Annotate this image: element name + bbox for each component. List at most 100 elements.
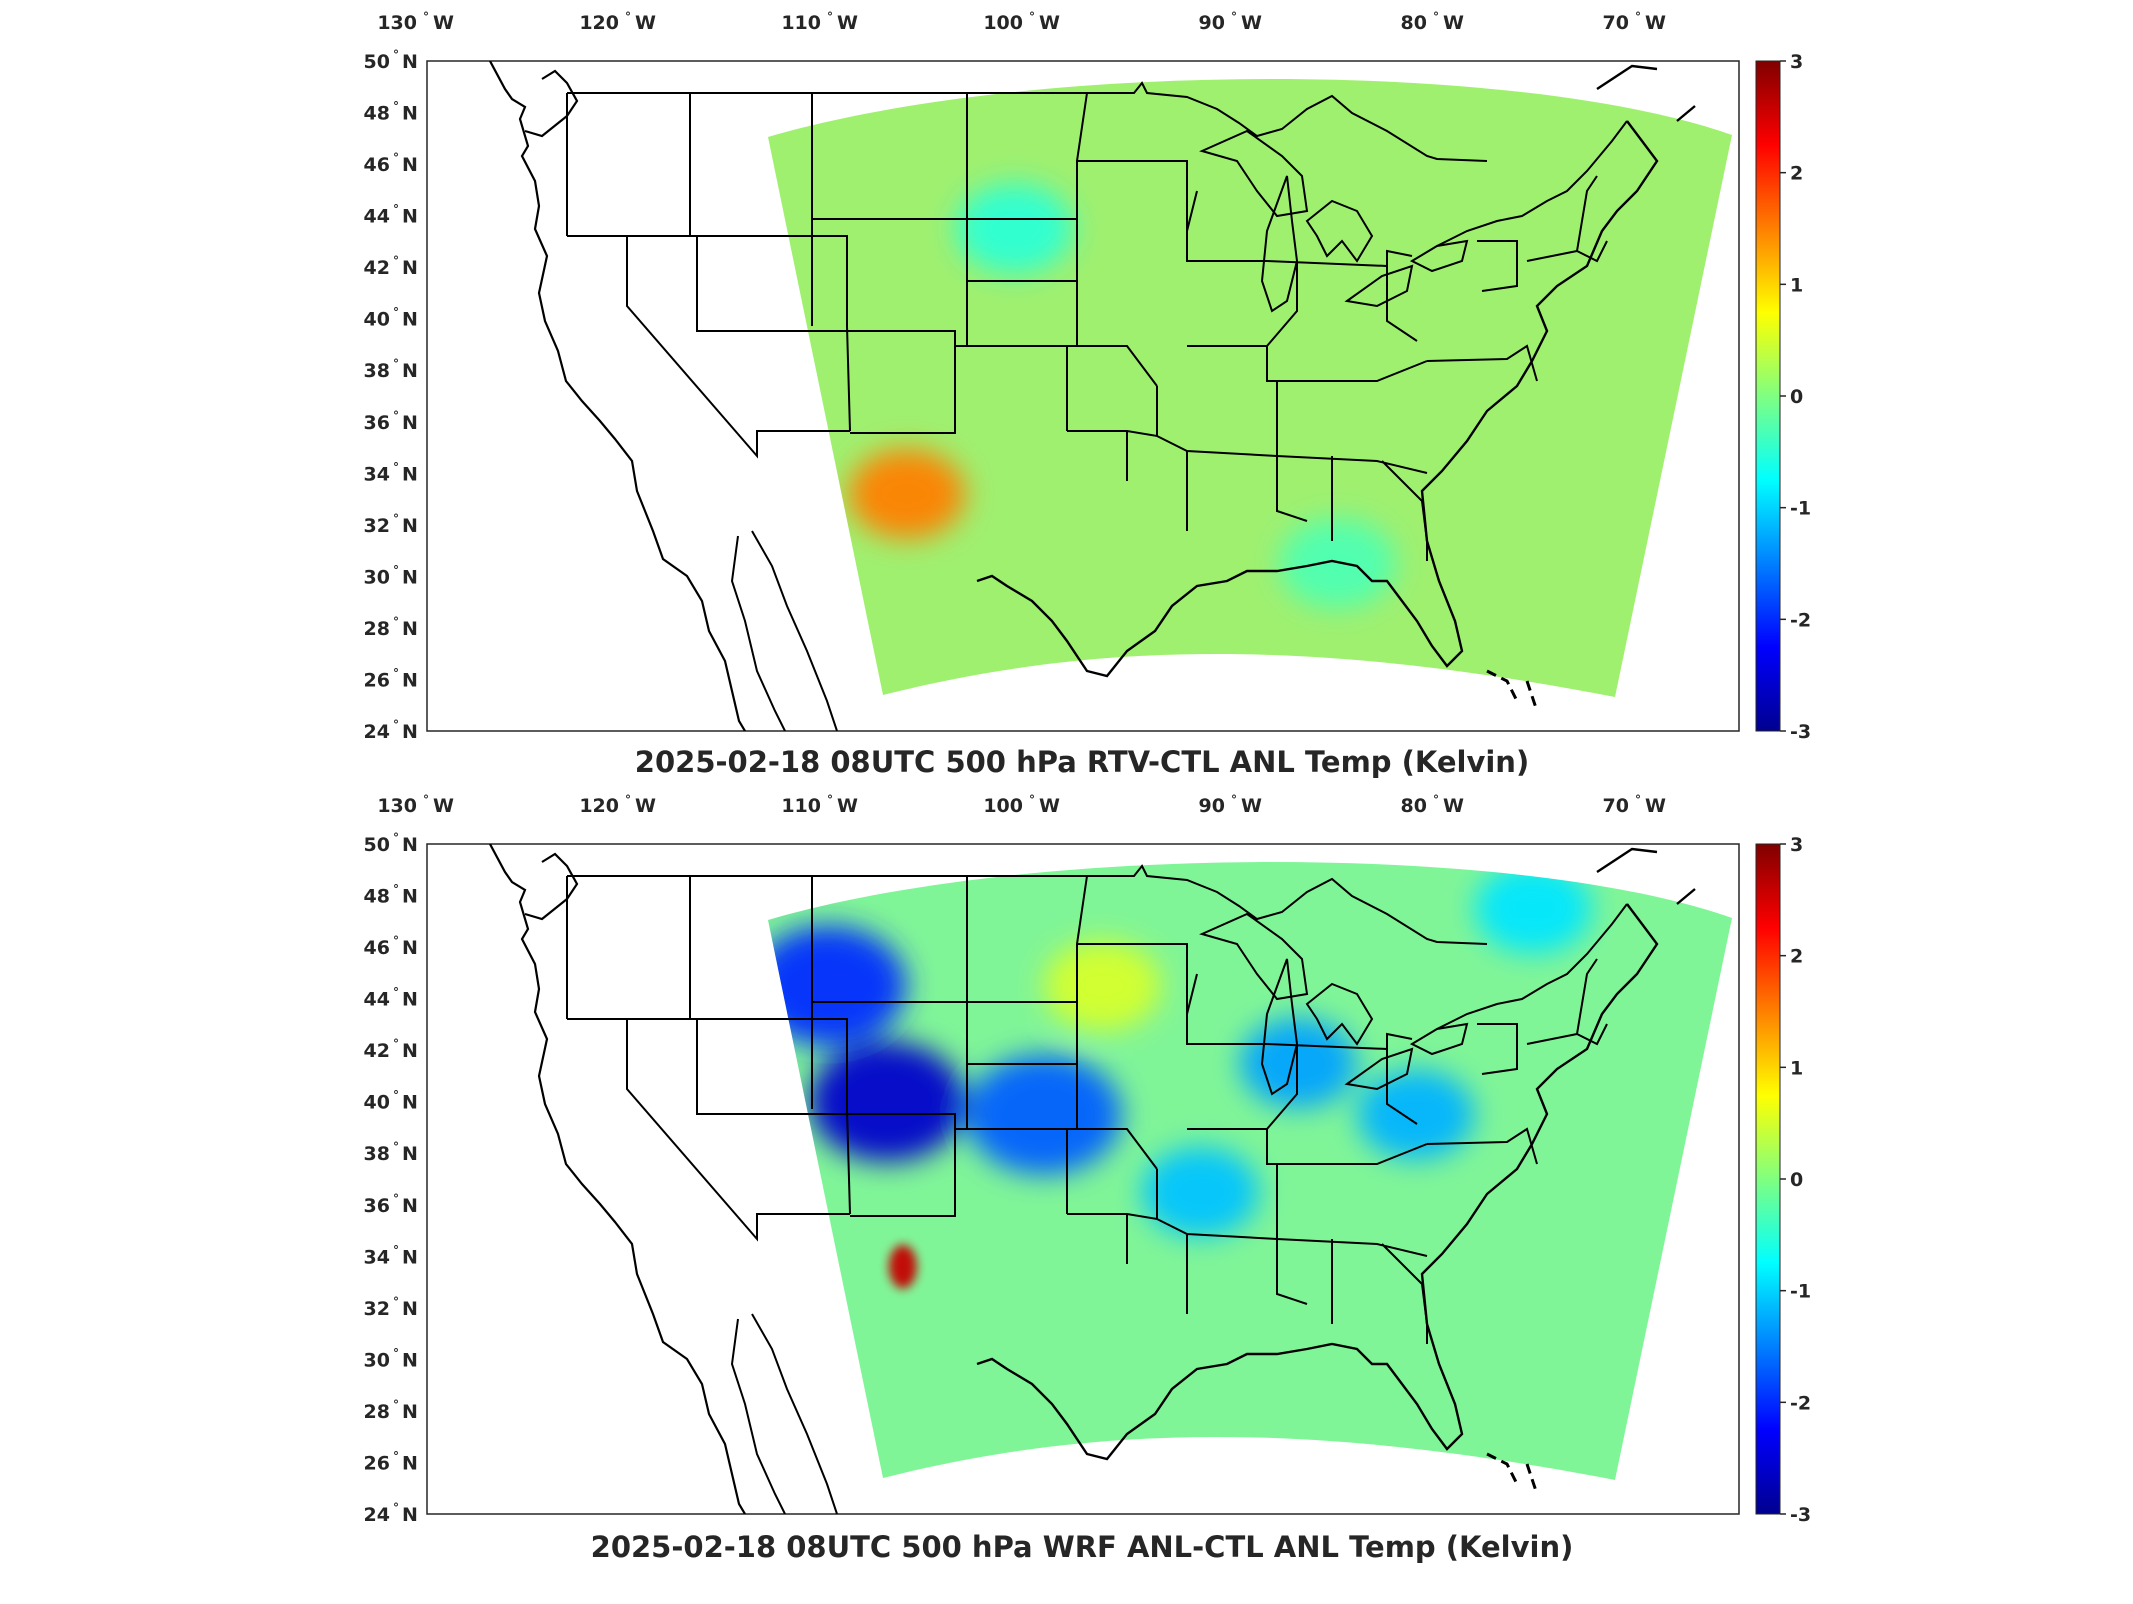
svg-text:°: ° — [1029, 793, 1035, 807]
lon-tick-label: 70 ° W — [1603, 793, 1666, 817]
lat-tick-label: 38 ° N — [364, 357, 418, 382]
cold-anomaly — [965, 1054, 1122, 1175]
svg-text:130: 130 — [377, 795, 417, 817]
map-panel-top: 130 ° W 120 ° W 110 ° W 100 ° W 90 ° W 80 ° W 70 ° W 50 ° N48 °… — [364, 10, 1812, 779]
svg-text:N: N — [402, 1401, 418, 1423]
lat-tick-label: 38 ° N — [364, 1140, 418, 1165]
svg-text:N: N — [402, 463, 418, 485]
svg-text:N: N — [402, 1040, 418, 1062]
colorbar-tick-label: 2 — [1790, 163, 1803, 185]
svg-text:W: W — [1039, 795, 1060, 817]
svg-text:N: N — [402, 1298, 418, 1320]
cold-anomaly — [1141, 1146, 1259, 1237]
svg-text:°: ° — [1433, 10, 1439, 24]
lat-tick-label: 44 ° N — [364, 203, 418, 228]
svg-text:110: 110 — [781, 12, 821, 34]
lon-tick-label: 90 ° W — [1199, 10, 1262, 34]
svg-text:N: N — [402, 886, 418, 908]
svg-text:32: 32 — [364, 1298, 390, 1320]
svg-text:W: W — [1241, 795, 1262, 817]
svg-text:36: 36 — [364, 1195, 390, 1217]
colorbar-tick-label: 1 — [1790, 274, 1803, 296]
lat-tick-label: 46 ° N — [364, 934, 418, 959]
svg-text:100: 100 — [983, 12, 1023, 34]
svg-text:50: 50 — [364, 51, 390, 73]
svg-text:N: N — [402, 1452, 418, 1474]
svg-text:°: ° — [393, 1449, 399, 1463]
colorbar-tick-label: -3 — [1790, 721, 1811, 743]
svg-text:°: ° — [393, 615, 399, 629]
lat-tick-label: 42 ° N — [364, 254, 418, 279]
svg-text:38: 38 — [364, 1143, 390, 1165]
svg-text:N: N — [402, 103, 418, 125]
svg-text:°: ° — [393, 512, 399, 526]
svg-text:42: 42 — [364, 1040, 390, 1062]
svg-text:80: 80 — [1401, 795, 1427, 817]
svg-text:W: W — [837, 12, 858, 34]
lat-tick-label: 32 ° N — [364, 512, 418, 537]
svg-text:N: N — [402, 412, 418, 434]
colorbar-tick-label: -1 — [1790, 498, 1811, 520]
svg-text:N: N — [402, 1504, 418, 1526]
svg-text:38: 38 — [364, 360, 390, 382]
svg-text:44: 44 — [364, 989, 390, 1011]
svg-text:32: 32 — [364, 515, 390, 537]
svg-text:N: N — [402, 51, 418, 73]
svg-text:°: ° — [393, 883, 399, 897]
cold-anomaly — [1239, 1018, 1357, 1109]
svg-text:N: N — [402, 206, 418, 228]
svg-text:N: N — [402, 618, 418, 640]
svg-text:°: ° — [393, 1295, 399, 1309]
svg-text:°: ° — [393, 1037, 399, 1051]
svg-text:100: 100 — [983, 795, 1023, 817]
lat-tick-label: 26 ° N — [364, 1449, 418, 1474]
svg-text:°: ° — [393, 1346, 399, 1360]
svg-text:°: ° — [1635, 793, 1641, 807]
svg-text:42: 42 — [364, 257, 390, 279]
svg-text:110: 110 — [781, 795, 821, 817]
svg-text:36: 36 — [364, 412, 390, 434]
colorbar-tick-label: -2 — [1790, 609, 1811, 631]
svg-text:46: 46 — [364, 154, 390, 176]
panel-title-top: 2025-02-18 08UTC 500 hPa RTV-CTL ANL Tem… — [635, 745, 1529, 779]
svg-text:N: N — [402, 937, 418, 959]
svg-text:W: W — [1443, 795, 1464, 817]
lat-tick-label: 24 ° N — [364, 1501, 418, 1526]
svg-text:34: 34 — [364, 463, 390, 485]
lon-tick-label: 110 ° W — [781, 10, 858, 34]
warm-anomaly — [848, 448, 966, 539]
cold-anomaly — [1357, 1069, 1475, 1160]
svg-text:°: ° — [423, 793, 429, 807]
svg-text:50: 50 — [364, 834, 390, 856]
svg-text:N: N — [402, 154, 418, 176]
svg-text:N: N — [402, 1246, 418, 1268]
lon-tick-label: 80 ° W — [1401, 10, 1464, 34]
svg-text:°: ° — [827, 10, 833, 24]
svg-text:70: 70 — [1603, 795, 1629, 817]
lon-tick-label: 70 ° W — [1603, 10, 1666, 34]
svg-text:90: 90 — [1199, 795, 1225, 817]
svg-text:°: ° — [393, 1192, 399, 1206]
lat-tick-label: 32 ° N — [364, 1295, 418, 1320]
svg-text:28: 28 — [364, 1401, 390, 1423]
svg-text:40: 40 — [364, 1092, 390, 1114]
panel-title-bottom: 2025-02-18 08UTC 500 hPa WRF ANL-CTL ANL… — [591, 1530, 1574, 1564]
svg-text:W: W — [433, 795, 454, 817]
cold-anomaly — [955, 183, 1073, 274]
lat-tick-label: 30 ° N — [364, 563, 418, 588]
colorbar-top — [1755, 60, 1781, 732]
svg-text:W: W — [1443, 12, 1464, 34]
lat-tick-label: 28 ° N — [364, 615, 418, 640]
svg-text:W: W — [1039, 12, 1060, 34]
svg-text:°: ° — [393, 1140, 399, 1154]
colorbar-tick-label: 1 — [1790, 1057, 1803, 1079]
lat-tick-label: 48 ° N — [364, 100, 418, 125]
svg-text:°: ° — [1029, 10, 1035, 24]
svg-text:30: 30 — [364, 566, 390, 588]
svg-text:30: 30 — [364, 1349, 390, 1371]
svg-text:°: ° — [393, 460, 399, 474]
lat-tick-label: 30 ° N — [364, 1346, 418, 1371]
colorbar-tick-label: 3 — [1790, 51, 1803, 73]
colorbar-tick-label: 0 — [1790, 1169, 1803, 1191]
